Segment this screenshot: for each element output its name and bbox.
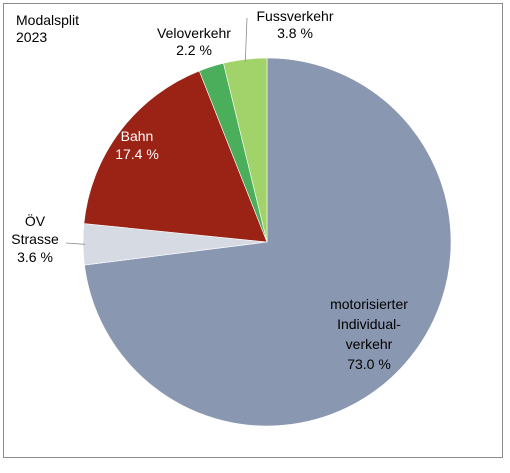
slice-label: Veloverkehr 2.2 % — [157, 25, 231, 58]
leader-line — [65, 242, 86, 245]
leader-line — [209, 68, 213, 73]
chart-frame: Modalsplit 2023 motorisierter Individual-… — [3, 3, 503, 458]
pie-chart: motorisierter Individual-verkehr 73.0 % ÖV S… — [11, 8, 452, 427]
chart-title-block: Modalsplit 2023 — [16, 12, 79, 46]
slice-label: motorisierter Individual-verkehr 73.0 % — [330, 296, 408, 372]
chart-title: Modalsplit — [16, 12, 80, 28]
leader-lines — [65, 17, 248, 245]
pie-slice-bahn — [83, 70, 268, 243]
slice-label: Fussverkehr 3.8 % — [256, 8, 333, 41]
slice-label: ÖV Strasse 3.6 % — [11, 212, 59, 265]
chart-subtitle: 2023 — [16, 29, 48, 45]
pie-slice-motorisierter-individual-verkehr — [84, 57, 452, 427]
slice-label: Bahn 17.4 % — [115, 128, 159, 162]
leader-line — [244, 17, 248, 62]
pie-slices — [82, 57, 452, 427]
slice-labels: motorisierter Individual-verkehr 73.0 % ÖV S… — [11, 8, 408, 372]
